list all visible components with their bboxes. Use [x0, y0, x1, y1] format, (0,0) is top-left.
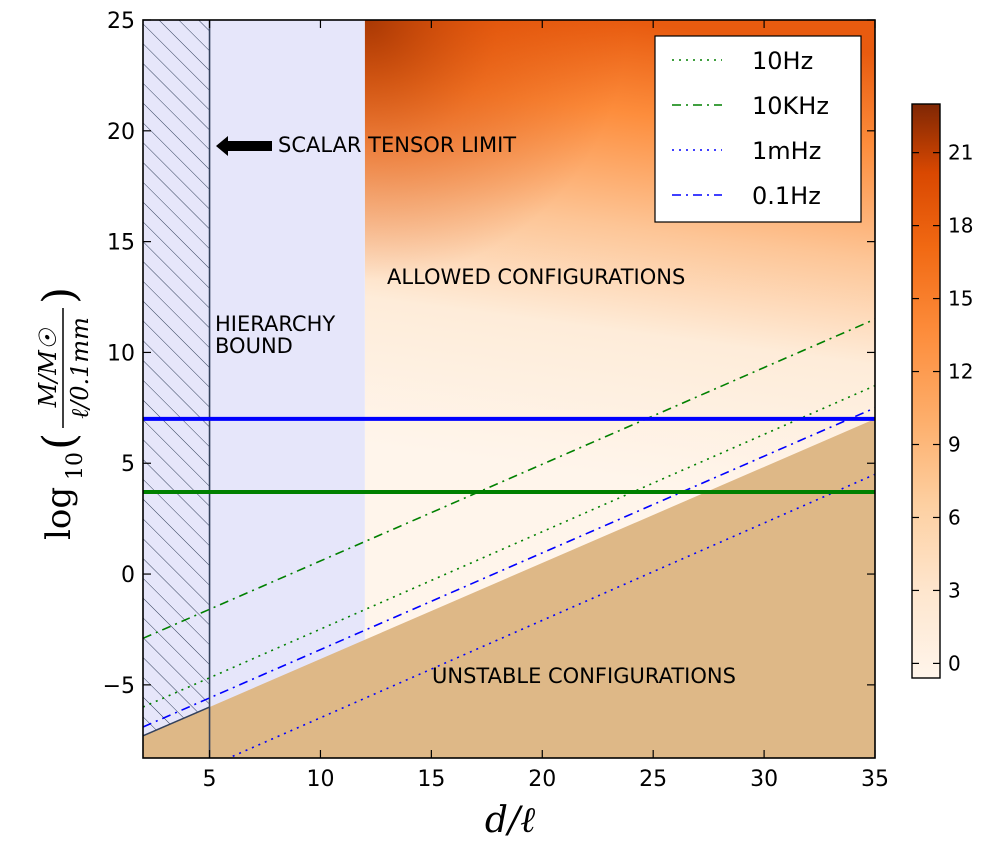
- x-tick-label-1: 10: [306, 767, 334, 792]
- x-tick-label-6: 35: [861, 767, 889, 792]
- y-tick-label-4: 15: [107, 231, 135, 256]
- y-axis-label-denominator: ℓ/0.1mm: [66, 317, 94, 419]
- legend-box: [654, 35, 862, 223]
- y-axis-label-subscript: 10: [63, 452, 88, 480]
- arrow-left-icon: [216, 136, 272, 156]
- unstable-boundary-edge: [143, 706, 210, 737]
- y-axis-label-open-paren: (: [34, 433, 85, 450]
- hierarchy-label-line2: BOUND: [215, 334, 293, 358]
- hierarchy-label-line1: HIERARCHY: [215, 312, 335, 336]
- x-tick-label-4: 25: [639, 767, 667, 792]
- y-tick-label-0: −5: [103, 674, 135, 699]
- colorbar-tick-label-4: 12: [948, 360, 973, 384]
- allowed-configurations-label: ALLOWED CONFIGURATIONS: [387, 265, 685, 289]
- legend-label-0: 10Hz: [752, 47, 813, 75]
- x-tick-label-2: 15: [417, 767, 445, 792]
- y-tick-label-2: 5: [121, 452, 135, 477]
- x-tick-label-0: 5: [203, 767, 217, 792]
- x-tick-label-5: 30: [750, 767, 778, 792]
- colorbar: 0 3 6 9 12 15 18 21: [911, 103, 973, 679]
- series-line-0: [143, 384, 875, 708]
- y-tick-label-6: 25: [107, 9, 135, 34]
- colorbar-gradient: [911, 103, 941, 679]
- legend-label-2: 1mHz: [752, 137, 821, 165]
- series-line-1: [143, 318, 875, 640]
- unstable-region: [143, 418, 875, 758]
- y-axis-label: log 10 ( M/M☉ ℓ/0.1mm ): [34, 287, 94, 540]
- series-line-2: [226, 473, 875, 758]
- scalar-tensor-limit-label: SCALAR TENSOR LIMIT: [278, 133, 516, 157]
- colorbar-tick-label-0: 0: [948, 651, 961, 675]
- excluded-region-hatch: [143, 20, 210, 758]
- y-axis-label-numerator: M/M☉: [34, 327, 62, 408]
- colorbar-tick-label-2: 6: [948, 505, 961, 529]
- y-tick-label-3: 10: [107, 341, 135, 366]
- x-tick-label-3: 20: [528, 767, 556, 792]
- y-tick-label-5: 20: [107, 120, 135, 145]
- colorbar-ticks: 0 3 6 9 12 15 18 21: [912, 141, 973, 675]
- colorbar-tick-label-5: 15: [948, 287, 973, 311]
- axis-ticks: 5 10 15 20 25 30 35 −5 0 5 10 15 20 25: [103, 9, 889, 792]
- plot-frame: [142, 19, 876, 759]
- unstable-configurations-label: UNSTABLE CONFIGURATIONS: [432, 664, 736, 688]
- colorbar-tick-label-7: 21: [948, 141, 973, 165]
- y-tick-label-1: 0: [121, 563, 135, 588]
- legend-label-3: 0.1Hz: [752, 182, 821, 210]
- legend-label-1: 10KHz: [752, 92, 829, 120]
- y-axis-label-close-paren: ): [34, 287, 85, 304]
- colorbar-tick-label-6: 18: [948, 214, 973, 238]
- colorbar-tick-label-1: 3: [948, 578, 961, 602]
- x-axis-label: d/ℓ: [485, 800, 535, 841]
- legend: 10Hz 10KHz 1mHz 0.1Hz: [654, 35, 862, 223]
- hierarchy-bound-region: [209, 20, 365, 758]
- colorbar-tick-label-3: 9: [948, 433, 961, 457]
- annotations: SCALAR TENSOR LIMIT ALLOWED CONFIGURATIO…: [215, 133, 736, 688]
- series-line-3: [143, 407, 875, 728]
- y-axis-label-log: log: [39, 487, 79, 540]
